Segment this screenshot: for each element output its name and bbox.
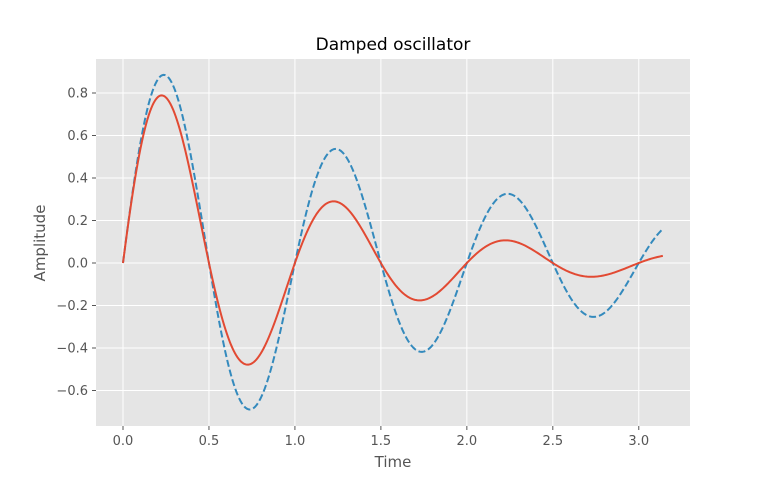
chart-title: Damped oscillator	[316, 35, 471, 55]
y-tick-label: −0.4	[56, 342, 88, 357]
y-tick-label: −0.6	[56, 384, 88, 399]
x-tick-label: 1.5	[371, 434, 392, 449]
solid-series-line	[121, 94, 664, 366]
y-axis-ticks: −0.6 −0.4 −0.2 0.0 0.2 0.4 0.6 0.8	[56, 87, 96, 399]
x-tick-label: 0.5	[199, 434, 220, 449]
x-tick-label: 3.0	[628, 434, 649, 449]
y-tick-label: 0.8	[67, 87, 88, 102]
data-lines	[121, 73, 664, 411]
y-tick-label: 0.4	[67, 172, 88, 187]
x-tick-label: 1.0	[285, 434, 306, 449]
x-axis-label: Time	[374, 453, 412, 471]
x-axis-ticks: 0.0 0.5 1.0 1.5 2.0 2.5 3.0	[113, 426, 649, 449]
dashed-series-line	[121, 73, 664, 411]
x-tick-label: 2.5	[542, 434, 563, 449]
y-tick-label: −0.2	[56, 299, 88, 314]
y-tick-label: 0.6	[67, 129, 88, 144]
y-tick-label: 0.0	[67, 257, 88, 272]
y-tick-label: 0.2	[67, 214, 88, 229]
x-tick-label: 2.0	[456, 434, 477, 449]
y-axis-label: Amplitude	[31, 205, 49, 282]
plot-area	[96, 59, 690, 426]
x-tick-label: 0.0	[113, 434, 134, 449]
